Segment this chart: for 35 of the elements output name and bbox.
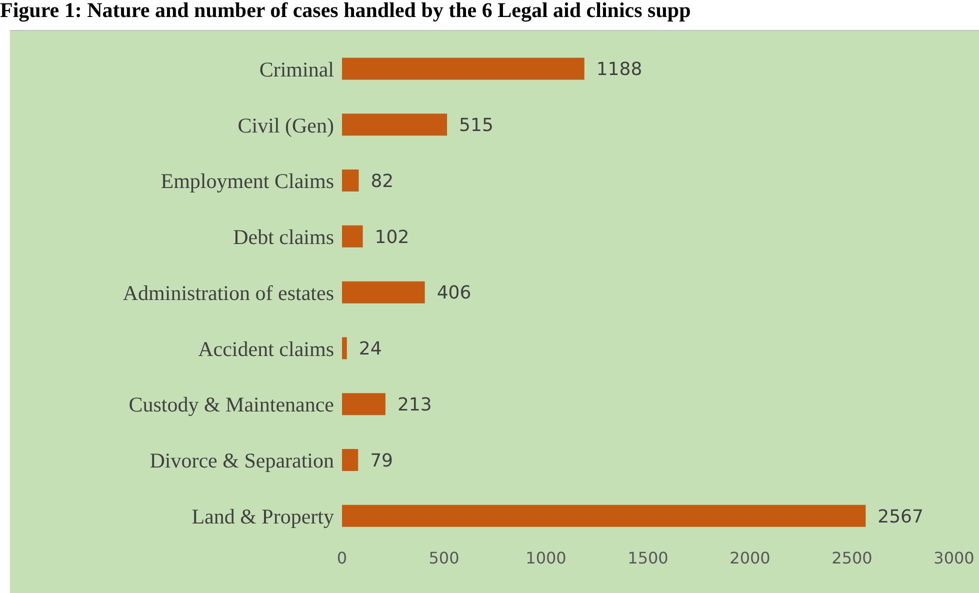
bar bbox=[342, 504, 866, 527]
data-label: 82 bbox=[370, 170, 394, 192]
x-tick-label: 1000 bbox=[526, 548, 566, 568]
y-tick-label: Criminal bbox=[259, 57, 334, 82]
data-label: 102 bbox=[374, 226, 410, 248]
x-tick-label: 1500 bbox=[628, 548, 668, 568]
data-label: 515 bbox=[459, 115, 494, 136]
data-label: 406 bbox=[436, 282, 472, 304]
data-label: 213 bbox=[397, 394, 432, 416]
bar bbox=[342, 393, 386, 416]
x-tick-label: 500 bbox=[428, 548, 460, 568]
y-tick-label: Debt claims bbox=[233, 225, 334, 250]
y-tick-label: Administration of estates bbox=[122, 280, 334, 305]
x-tick-label: 3000 bbox=[934, 548, 974, 568]
bar bbox=[342, 114, 448, 136]
bar bbox=[342, 225, 363, 248]
y-tick-label: Civil (Gen) bbox=[238, 113, 334, 138]
y-tick-label: Custody & Maintenance bbox=[128, 392, 334, 417]
y-tick-label: Divorce & Separation bbox=[150, 448, 334, 473]
data-label: 79 bbox=[370, 450, 394, 472]
chart-title: Figure 1: Nature and number of cases handled by the 6 Legal aid clinics supp bbox=[0, 0, 692, 24]
bar bbox=[342, 58, 584, 80]
bar bbox=[342, 448, 358, 471]
bar bbox=[342, 337, 347, 360]
x-tick-label: 2000 bbox=[730, 548, 770, 568]
y-tick-label: Land & Property bbox=[192, 504, 334, 529]
bar bbox=[342, 170, 359, 192]
data-label: 24 bbox=[358, 338, 382, 360]
y-tick-label: Employment Claims bbox=[160, 169, 334, 194]
x-tick-label: 0 bbox=[336, 548, 348, 568]
bar bbox=[342, 281, 425, 304]
data-label: 2567 bbox=[878, 506, 924, 528]
y-tick-label: Accident claims bbox=[198, 336, 334, 361]
x-tick-label: 2500 bbox=[832, 548, 872, 568]
data-label: 1188 bbox=[596, 59, 642, 80]
